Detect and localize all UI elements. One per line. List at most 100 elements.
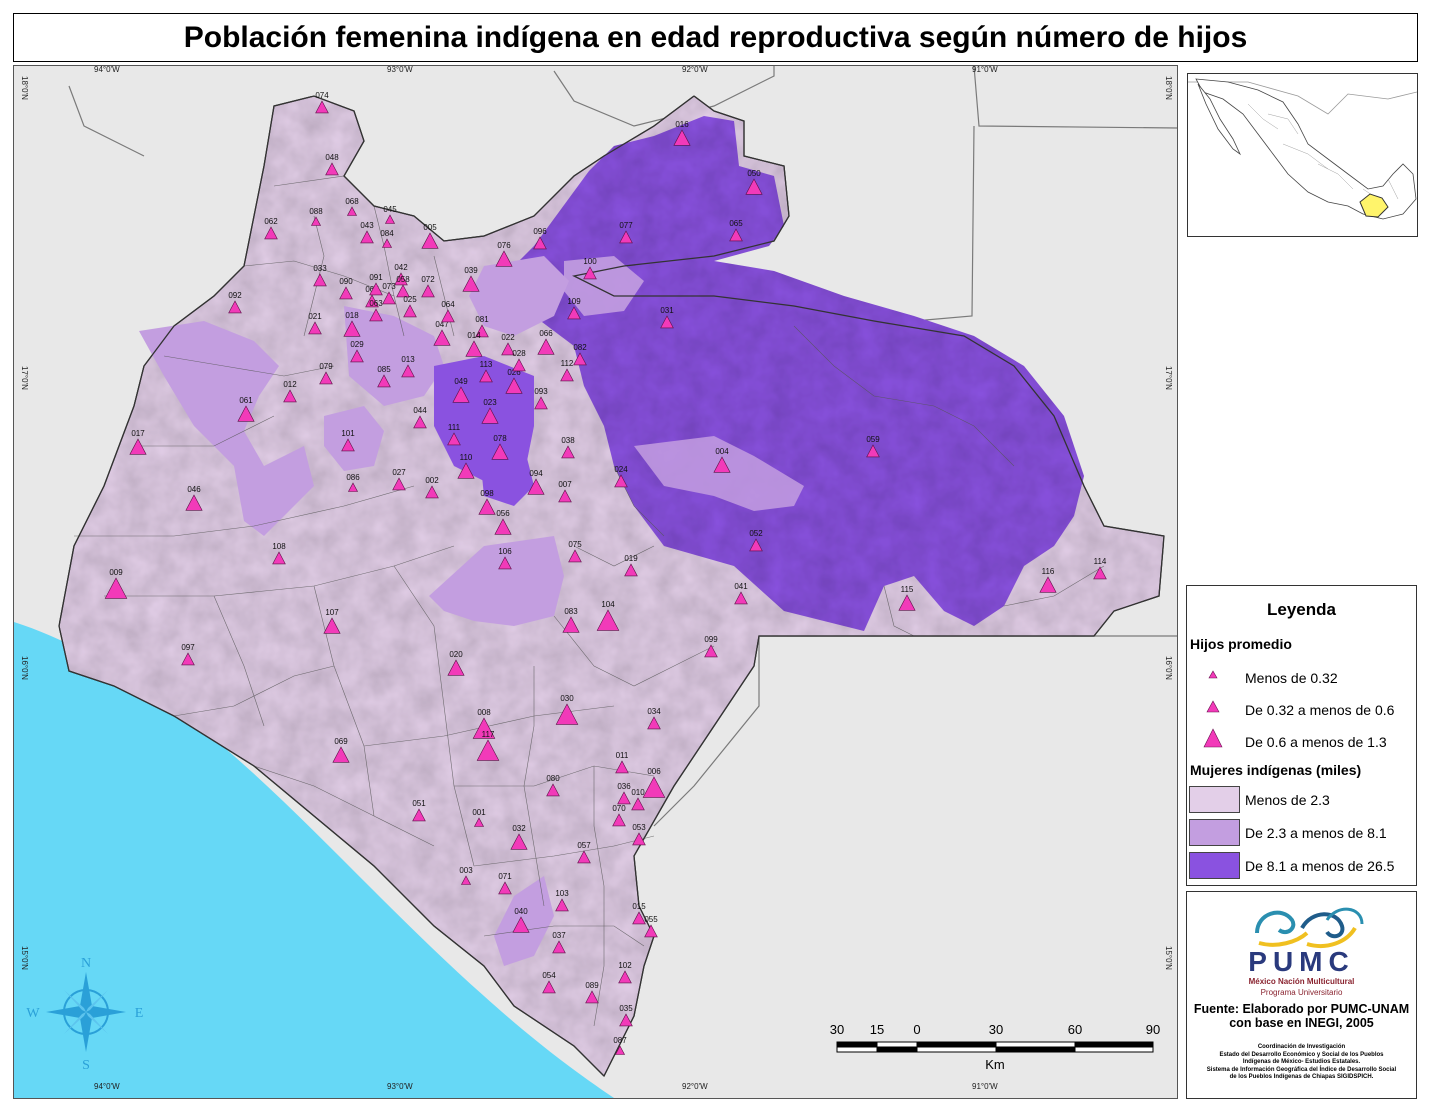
marker-111 [447,432,461,446]
swatch-low [1189,786,1240,813]
label-042: 042 [394,263,408,272]
marker-087 [615,1045,625,1055]
marker-114 [1093,566,1107,580]
marker-015 [632,911,646,925]
label-002: 002 [425,476,439,485]
label-014: 014 [467,331,481,340]
triangle-small-icon [1208,670,1218,679]
label-029: 029 [350,340,364,349]
compass-north-point [80,972,92,1012]
marker-069 [332,746,350,763]
marker-030 [555,703,579,725]
marker-005 [421,232,439,249]
scale-segment-top-4 [1074,1041,1154,1048]
region-004 [634,436,804,511]
credit-line-1: Estado del Desarrollo Económico y Social… [1219,1051,1384,1058]
label-031: 031 [660,306,674,315]
label-088: 088 [309,207,323,216]
state-region-high [504,116,1084,631]
marker-018 [343,320,361,337]
marker-073 [382,291,396,305]
label-101: 101 [341,429,355,438]
locator-inset-map [1187,73,1418,237]
municipal-boundaries [74,175,1105,1027]
label-102: 102 [618,961,632,970]
lat-label-right-1: 17°0'N [1164,366,1173,390]
state-outline [58,95,1165,1078]
marker-029 [350,349,364,363]
label-017: 017 [131,429,145,438]
lat-label-left-0: 18°0'N [20,76,29,100]
lat-label-right-0: 18°0'N [1164,76,1173,100]
label-048: 048 [325,153,339,162]
scale-tick-label-2: 0 [913,1022,920,1037]
legend-mujeres-label-2: De 8.1 a menos de 26.5 [1245,858,1395,874]
label-061: 061 [239,396,253,405]
marker-034 [647,716,661,730]
label-109: 109 [567,297,581,306]
pumc-logo-subtitle-2: Programa Universitario [1260,988,1343,997]
label-090: 090 [339,277,353,286]
label-117: 117 [482,730,495,739]
marker-051 [412,808,426,822]
label-114: 114 [1094,557,1107,566]
marker-024 [614,474,628,488]
label-023: 023 [483,398,497,407]
lat-label-left-2: 16°0'N [20,656,29,680]
label-080: 080 [546,774,560,783]
marker-084 [382,238,392,248]
label-110: 110 [460,453,473,462]
pumc-logo-box: PUMC México Nación Multicultural Program… [1186,891,1417,1099]
scale-tick-label-0: 30 [830,1022,844,1037]
lat-label-left-1: 17°0'N [20,366,29,390]
marker-075 [568,549,582,563]
label-091: 091 [369,273,383,282]
legend-hijos-item-small: Menos de 0.32 [1187,664,1416,694]
scale-segment-bottom-1 [876,1046,918,1053]
marker-112 [560,368,574,382]
label-035: 035 [619,1004,633,1013]
marker-052 [749,538,763,552]
label-039: 039 [464,266,478,275]
marker-028 [512,358,526,372]
marker-108 [272,551,286,565]
marker-042 [394,272,408,286]
swatch-high [1189,852,1240,879]
label-052: 052 [749,529,763,538]
label-008: 008 [477,708,491,717]
marker-078 [491,443,509,460]
marker-086 [348,482,358,492]
label-058: 058 [396,275,410,284]
marker-099 [704,644,718,658]
scale-segment-top-2 [916,1041,997,1048]
label-006: 006 [647,767,661,776]
marker-002 [425,485,439,499]
compass-w-label: W [26,1006,40,1021]
source-note: Fuente: Elaborado por PUMC-UNAM con base… [1193,1002,1410,1030]
marker-009 [104,577,128,599]
label-045: 045 [383,205,397,214]
legend-title: Leyenda [1267,600,1336,619]
label-112: 112 [561,359,574,368]
marker-019 [624,563,638,577]
marker-083 [562,616,580,633]
label-066: 066 [539,329,553,338]
label-051: 051 [412,799,426,808]
inset-usa-border [1188,81,1417,115]
label-082: 082 [573,343,587,352]
credit-line-3: Sistema de Información Geográfica del Ín… [1206,1066,1397,1073]
inset-chiapas-highlight [1359,193,1389,218]
marker-048 [325,162,339,176]
label-050: 050 [747,169,761,178]
lon-label-bottom-3: 91°0'W [972,1082,998,1091]
lon-label-top-0: 94°0'W [94,66,120,74]
scale-segment-bottom-4 [1074,1046,1154,1053]
marker-106 [498,556,512,570]
lat-label-right-3: 15°0'N [1164,946,1173,970]
marker-021 [308,321,322,335]
marker-096 [533,236,547,250]
marker-093 [534,396,548,410]
main-map: 94°0'W 94°0'W 93°0'W 93°0'W 92°0'W 92°0'W 91°0… [13,65,1178,1099]
marker-067 [365,294,379,308]
marker-040 [512,916,530,933]
